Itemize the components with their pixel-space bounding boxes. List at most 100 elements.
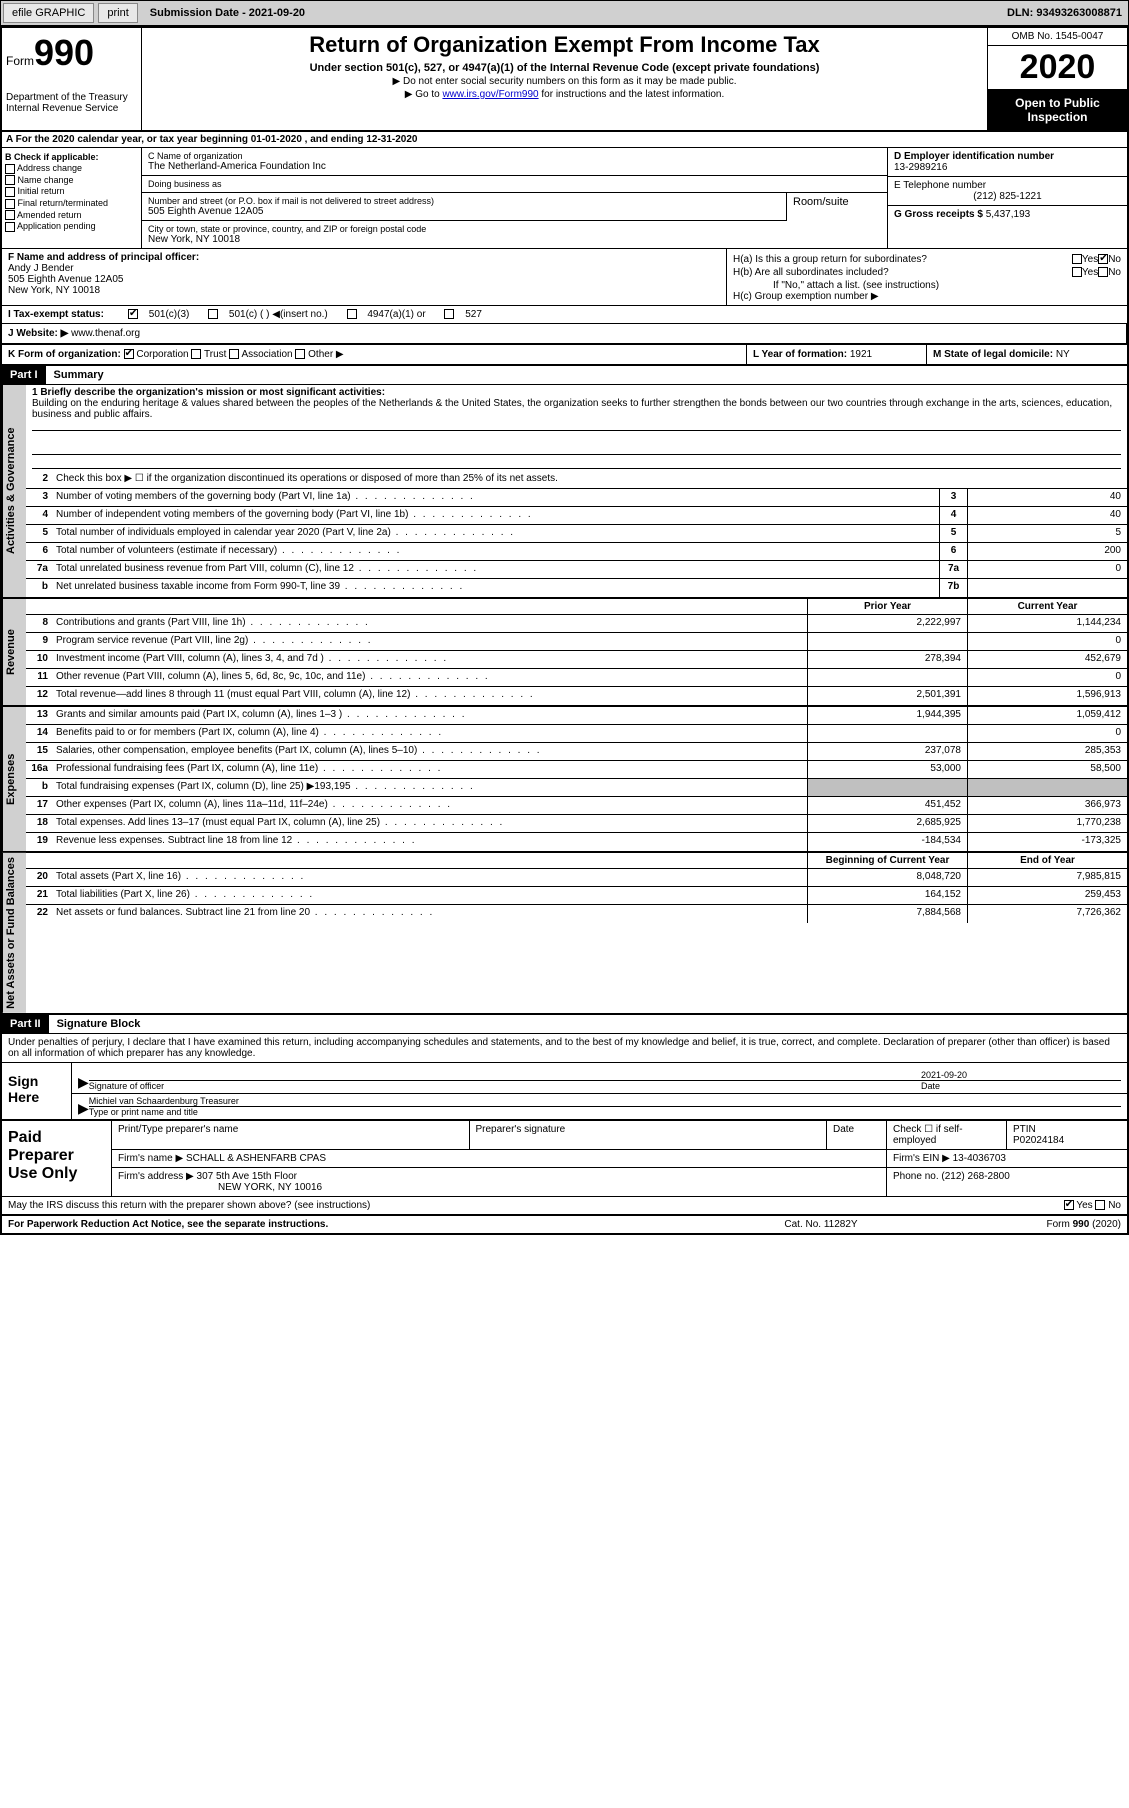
check-initial-return[interactable]: Initial return — [5, 186, 138, 197]
principal-officer: F Name and address of principal officer:… — [2, 249, 727, 305]
firm-addr-row: Firm's address ▶ 307 5th Ave 15th FloorN… — [112, 1168, 1127, 1196]
org-form-row: K Form of organization: Corporation Trus… — [2, 345, 1127, 366]
irs-link[interactable]: www.irs.gov/Form990 — [442, 89, 538, 100]
table-row: 17Other expenses (Part IX, column (A), l… — [26, 797, 1127, 815]
table-row: 5Total number of individuals employed in… — [26, 525, 1127, 543]
check-501c3[interactable] — [128, 309, 138, 319]
table-row: 19Revenue less expenses. Subtract line 1… — [26, 833, 1127, 851]
table-row: 14Benefits paid to or for members (Part … — [26, 725, 1127, 743]
org-name-field: C Name of organization The Netherland-Am… — [142, 148, 887, 176]
line-2: 2 Check this box ▶ ☐ if the organization… — [26, 471, 1127, 489]
tax-exempt-status: I Tax-exempt status: 501(c)(3) 501(c) ( … — [2, 306, 1127, 324]
city-field: City or town, state or province, country… — [142, 221, 887, 248]
sig-officer-line: ▶ Signature of officer 2021-09-20 Date — [72, 1063, 1127, 1094]
gross-receipts-field: G Gross receipts $ 5,437,193 — [888, 206, 1127, 223]
table-row: 4Number of independent voting members of… — [26, 507, 1127, 525]
address-field: Number and street (or P.O. box if mail i… — [142, 193, 787, 221]
phone-field: E Telephone number (212) 825-1221 — [888, 177, 1127, 206]
table-row: 10Investment income (Part VIII, column (… — [26, 651, 1127, 669]
note-ssn: ▶ Do not enter social security numbers o… — [146, 76, 983, 87]
table-row: 9Program service revenue (Part VIII, lin… — [26, 633, 1127, 651]
discuss-row: May the IRS discuss this return with the… — [2, 1197, 1127, 1216]
form-title: Return of Organization Exempt From Incom… — [146, 32, 983, 58]
hb-no[interactable] — [1098, 267, 1108, 277]
table-row: 15Salaries, other compensation, employee… — [26, 743, 1127, 761]
part1-header: Part I Summary — [2, 366, 1127, 385]
group-return: H(a) Is this a group return for subordin… — [727, 249, 1127, 305]
table-row: 6Total number of volunteers (estimate if… — [26, 543, 1127, 561]
table-row: 20Total assets (Part X, line 16)8,048,72… — [26, 869, 1127, 887]
dln: DLN: 93493263008871 — [1007, 7, 1122, 19]
table-row: 3Number of voting members of the governi… — [26, 489, 1127, 507]
preparer-name-row: Print/Type preparer's name Preparer's si… — [112, 1121, 1127, 1150]
check-amended[interactable]: Amended return — [5, 210, 138, 221]
toolbar: efile GRAPHIC print Submission Date - 20… — [0, 0, 1129, 26]
table-row: bTotal fundraising expenses (Part IX, co… — [26, 779, 1127, 797]
table-row: 21Total liabilities (Part X, line 26)164… — [26, 887, 1127, 905]
submission-date: Submission Date - 2021-09-20 — [150, 7, 305, 19]
side-governance: Activities & Governance — [2, 385, 26, 597]
form-number: Form990 — [6, 32, 137, 74]
website-row: J Website: ▶ www.thenaf.org — [2, 324, 1127, 345]
omb-number: OMB No. 1545-0047 — [988, 28, 1127, 46]
netassets-section: Net Assets or Fund Balances Beginning of… — [2, 853, 1127, 1015]
check-other[interactable] — [295, 349, 305, 359]
check-final-return[interactable]: Final return/terminated — [5, 198, 138, 209]
check-501c[interactable] — [208, 309, 218, 319]
dept-treasury: Department of the Treasury Internal Reve… — [6, 92, 137, 114]
table-row: 8Contributions and grants (Part VIII, li… — [26, 615, 1127, 633]
print-button[interactable]: print — [98, 3, 137, 23]
room-suite-field: Room/suite — [787, 193, 887, 221]
section-bcd: B Check if applicable: Address change Na… — [2, 148, 1127, 249]
expenses-section: Expenses 13Grants and similar amounts pa… — [2, 707, 1127, 853]
table-row: 22Net assets or fund balances. Subtract … — [26, 905, 1127, 923]
column-b-checkboxes: B Check if applicable: Address change Na… — [2, 148, 142, 248]
check-4947[interactable] — [347, 309, 357, 319]
sign-here-label: Sign Here — [2, 1063, 72, 1119]
table-row: 13Grants and similar amounts paid (Part … — [26, 707, 1127, 725]
netassets-headers: Beginning of Current Year End of Year — [26, 853, 1127, 869]
hb-yes[interactable] — [1072, 267, 1082, 277]
discuss-no[interactable] — [1095, 1200, 1105, 1210]
check-527[interactable] — [444, 309, 454, 319]
side-netassets: Net Assets or Fund Balances — [2, 853, 26, 1013]
table-row: bNet unrelated business taxable income f… — [26, 579, 1127, 597]
table-row: 18Total expenses. Add lines 13–17 (must … — [26, 815, 1127, 833]
firm-name-row: Firm's name ▶ SCHALL & ASHENFARB CPAS Fi… — [112, 1150, 1127, 1168]
form-990: Form990 Department of the Treasury Inter… — [0, 26, 1129, 1235]
check-address-change[interactable]: Address change — [5, 163, 138, 174]
declaration-text: Under penalties of perjury, I declare th… — [2, 1034, 1127, 1063]
side-revenue: Revenue — [2, 599, 26, 705]
table-row: 11Other revenue (Part VIII, column (A), … — [26, 669, 1127, 687]
check-trust[interactable] — [191, 349, 201, 359]
form-header: Form990 Department of the Treasury Inter… — [2, 28, 1127, 132]
form-subtitle: Under section 501(c), 527, or 4947(a)(1)… — [146, 62, 983, 74]
tax-year: 2020 — [988, 46, 1127, 90]
mission-description: 1 Briefly describe the organization's mi… — [26, 385, 1127, 471]
check-application[interactable]: Application pending — [5, 221, 138, 232]
check-corporation[interactable] — [124, 349, 134, 359]
governance-section: Activities & Governance 1 Briefly descri… — [2, 385, 1127, 599]
check-name-change[interactable]: Name change — [5, 175, 138, 186]
check-association[interactable] — [229, 349, 239, 359]
dba-field: Doing business as — [142, 176, 887, 193]
ha-no[interactable] — [1098, 254, 1108, 264]
ein-field: D Employer identification number 13-2989… — [888, 148, 1127, 177]
table-row: 12Total revenue—add lines 8 through 11 (… — [26, 687, 1127, 705]
part2-header: Part II Signature Block — [2, 1015, 1127, 1034]
side-expenses: Expenses — [2, 707, 26, 851]
ha-yes[interactable] — [1072, 254, 1082, 264]
section-fh: F Name and address of principal officer:… — [2, 249, 1127, 306]
discuss-yes[interactable] — [1064, 1200, 1074, 1210]
table-row: 7aTotal unrelated business revenue from … — [26, 561, 1127, 579]
revenue-headers: Prior Year Current Year — [26, 599, 1127, 615]
note-link: ▶ Go to www.irs.gov/Form990 for instruct… — [146, 89, 983, 100]
officer-name-line: ▶ Michiel van Schaardenburg Treasurer Ty… — [72, 1094, 1127, 1119]
revenue-section: Revenue Prior Year Current Year 8Contrib… — [2, 599, 1127, 707]
efile-button[interactable]: efile GRAPHIC — [3, 3, 94, 23]
sign-here-section: Sign Here ▶ Signature of officer 2021-09… — [2, 1063, 1127, 1121]
paid-preparer-section: Paid Preparer Use Only Print/Type prepar… — [2, 1121, 1127, 1197]
paid-preparer-label: Paid Preparer Use Only — [2, 1121, 112, 1196]
table-row: 16aProfessional fundraising fees (Part I… — [26, 761, 1127, 779]
row-a-tax-year: A For the 2020 calendar year, or tax yea… — [2, 132, 1127, 148]
